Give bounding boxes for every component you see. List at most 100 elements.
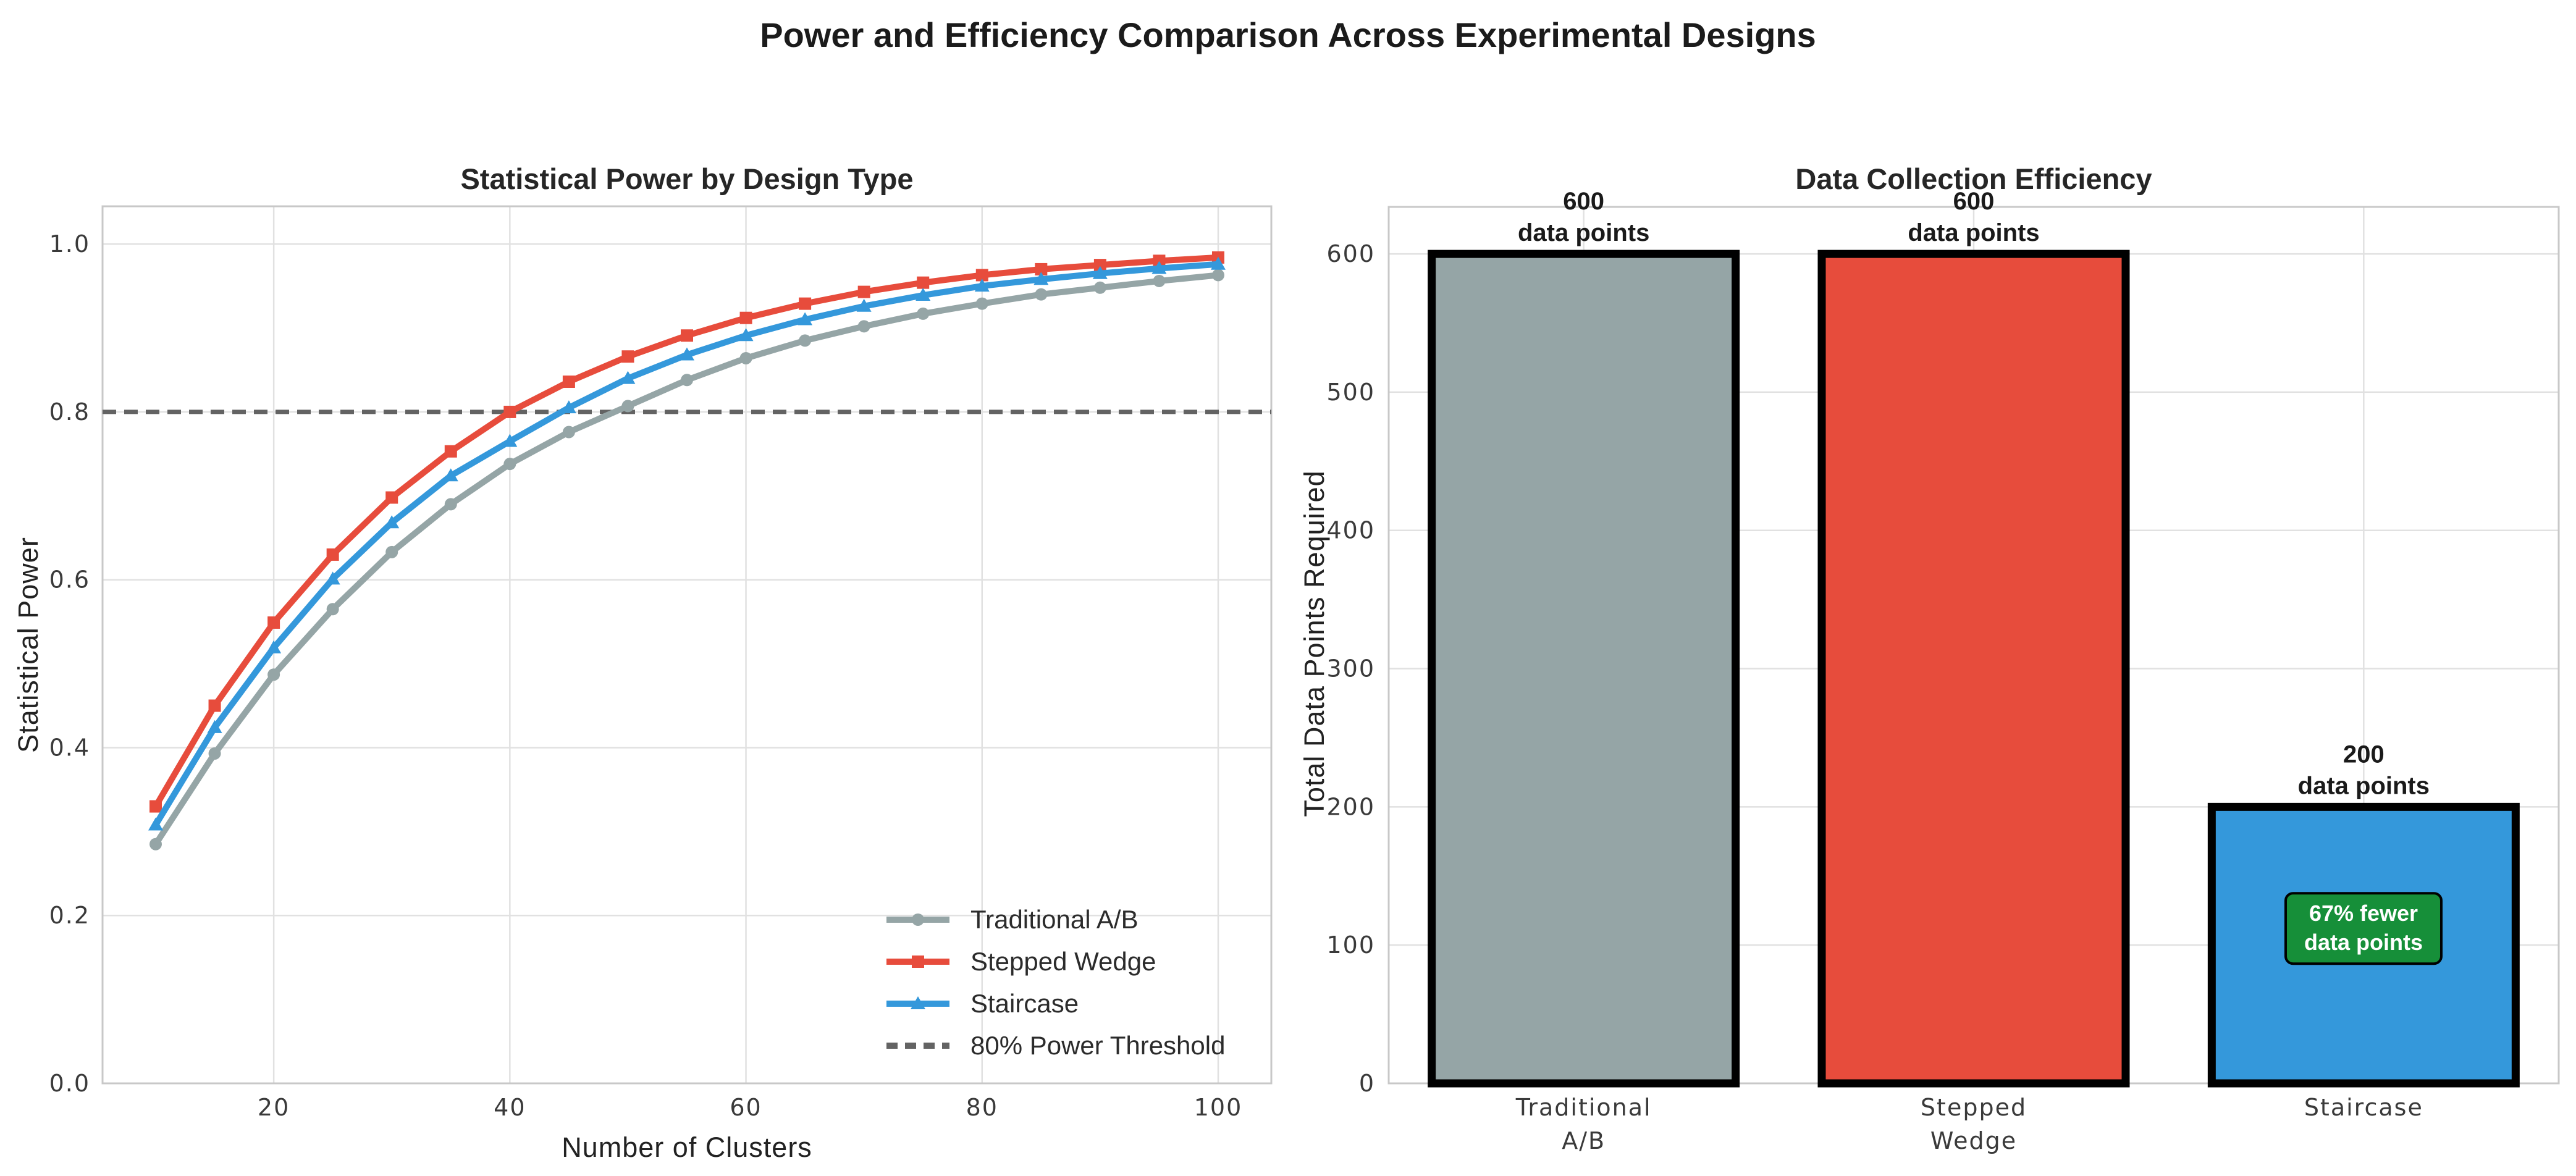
y-tick-label: 200 bbox=[1326, 793, 1375, 820]
square-line-icon bbox=[886, 956, 949, 968]
efficiency-chart: 0 100 200 300 400 500 600 Traditional A/B Stepped… bbox=[1326, 188, 2560, 1154]
data-point-marker bbox=[917, 276, 930, 289]
x-tick-label: 100 bbox=[1194, 1094, 1243, 1121]
data-point-marker bbox=[443, 468, 458, 482]
data-point-marker bbox=[444, 498, 457, 511]
data-point-marker bbox=[621, 350, 634, 363]
x-tick-label: 40 bbox=[494, 1094, 526, 1121]
data-point-marker bbox=[207, 720, 222, 733]
series-line bbox=[153, 272, 1221, 847]
legend-sample-marker bbox=[912, 956, 924, 968]
data-point-marker bbox=[561, 400, 576, 414]
text-line: data points bbox=[1908, 219, 2039, 246]
power-yaxis-label: Statistical Power bbox=[12, 537, 44, 753]
data-point-marker bbox=[503, 458, 516, 471]
legend-label: Traditional A/B bbox=[970, 905, 1139, 934]
dashed-line-icon bbox=[886, 1043, 949, 1049]
power-chart-tick-labels: 20 40 60 80 100 0.0 0.2 0.4 0.6 0.8 1.0 bbox=[49, 230, 1243, 1121]
legend-item-stepped-wedge: Stepped Wedge bbox=[884, 941, 1225, 983]
y-tick-label: 0.6 bbox=[49, 566, 90, 594]
data-point-marker bbox=[562, 426, 575, 439]
data-point-marker bbox=[149, 838, 162, 850]
data-point-marker bbox=[1035, 262, 1048, 275]
data-point-marker bbox=[1211, 256, 1226, 270]
data-point-marker bbox=[385, 545, 398, 558]
circle-line-icon bbox=[886, 914, 949, 926]
text-line: Stepped bbox=[1921, 1094, 2027, 1121]
data-point-marker bbox=[325, 571, 340, 585]
data-point-marker bbox=[917, 307, 930, 320]
data-point-marker bbox=[975, 297, 988, 310]
legend-item-staircase: Staircase bbox=[884, 983, 1225, 1025]
data-point-marker bbox=[562, 376, 575, 388]
category-label: Stepped Wedge bbox=[1921, 1094, 2027, 1154]
y-tick-label: 300 bbox=[1326, 655, 1375, 682]
series-stepped-wedge bbox=[149, 251, 1224, 813]
x-tick-label: 20 bbox=[258, 1094, 290, 1121]
text-line: Traditional bbox=[1515, 1094, 1652, 1121]
y-tick-label: 1.0 bbox=[49, 230, 90, 258]
power-chart-frame bbox=[101, 205, 1273, 1085]
data-point-marker bbox=[1212, 269, 1224, 282]
power-chart: 20 40 60 80 100 0.0 0.2 0.4 0.6 0.8 1.0 bbox=[49, 205, 1273, 1121]
data-point-marker bbox=[326, 548, 339, 561]
efficiency-annotation-box: 67% fewer data points bbox=[2284, 892, 2443, 965]
text-line: 200 bbox=[2343, 741, 2384, 768]
data-point-marker bbox=[857, 320, 870, 333]
data-point-marker bbox=[799, 334, 812, 347]
data-point-marker bbox=[267, 616, 280, 629]
data-point-marker bbox=[975, 269, 988, 282]
text-line: Wedge bbox=[1930, 1127, 2017, 1154]
data-point-marker bbox=[798, 312, 813, 326]
bar-value-label: 600 data points bbox=[1908, 188, 2039, 246]
legend-label: Staircase bbox=[970, 989, 1079, 1018]
y-tick-label: 100 bbox=[1326, 931, 1375, 959]
data-point-marker bbox=[738, 328, 754, 342]
data-point-marker bbox=[148, 817, 163, 831]
category-label: Traditional A/B bbox=[1515, 1094, 1652, 1154]
bar-value-labels: 600 data points 600 data points 200 data poin… bbox=[1518, 188, 2430, 799]
legend: Traditional A/B Stepped Wedge Staircase 80%… bbox=[884, 899, 1225, 1067]
data-point-marker bbox=[856, 298, 872, 312]
data-point-marker bbox=[680, 347, 694, 361]
data-point-marker bbox=[502, 434, 518, 447]
bar-value-label: 600 data points bbox=[1518, 188, 1649, 246]
text-line: A/B bbox=[1562, 1127, 1606, 1154]
data-point-marker bbox=[503, 405, 516, 418]
data-point-marker bbox=[974, 279, 990, 292]
data-point-marker bbox=[620, 371, 636, 384]
data-point-marker bbox=[1151, 261, 1167, 274]
bar bbox=[1428, 250, 1740, 1088]
data-point-marker bbox=[1035, 288, 1048, 301]
data-point-marker bbox=[1093, 281, 1106, 294]
efficiency-chart-title: Data Collection Efficiency bbox=[1795, 162, 2152, 195]
text-line: data points bbox=[2298, 772, 2430, 799]
data-point-marker bbox=[444, 445, 457, 458]
triangle-line-icon bbox=[886, 996, 949, 1009]
data-point-marker bbox=[1153, 274, 1166, 287]
data-point-marker bbox=[799, 297, 812, 310]
text-line: 600 bbox=[1563, 188, 1604, 215]
clusters-xaxis-label: Number of Clusters bbox=[562, 1132, 812, 1163]
legend-sample-marker bbox=[911, 996, 925, 1009]
efficiency-chart-tick-labels: 0 100 200 300 400 500 600 Traditional A/B Stepped… bbox=[1326, 240, 2423, 1154]
data-point-marker bbox=[267, 668, 280, 681]
legend-label: Stepped Wedge bbox=[970, 947, 1156, 976]
data-point-marker bbox=[915, 288, 931, 301]
legend-sample-marker bbox=[912, 914, 924, 926]
data-point-marker bbox=[739, 351, 752, 364]
x-tick-label: 80 bbox=[966, 1094, 998, 1121]
y-tick-label: 0.4 bbox=[49, 734, 90, 761]
text-line: Staircase bbox=[2304, 1094, 2423, 1121]
series-staircase bbox=[148, 256, 1226, 831]
data-point-marker bbox=[1093, 259, 1106, 272]
x-tick-label: 60 bbox=[730, 1094, 762, 1121]
power-chart-title: Statistical Power by Design Type bbox=[460, 162, 914, 195]
data-point-marker bbox=[857, 285, 870, 298]
data-point-marker bbox=[621, 400, 634, 413]
data-point-marker bbox=[385, 491, 398, 504]
datapoints-yaxis-label: Total Data Points Required bbox=[1299, 470, 1330, 817]
data-point-marker bbox=[1033, 272, 1049, 285]
